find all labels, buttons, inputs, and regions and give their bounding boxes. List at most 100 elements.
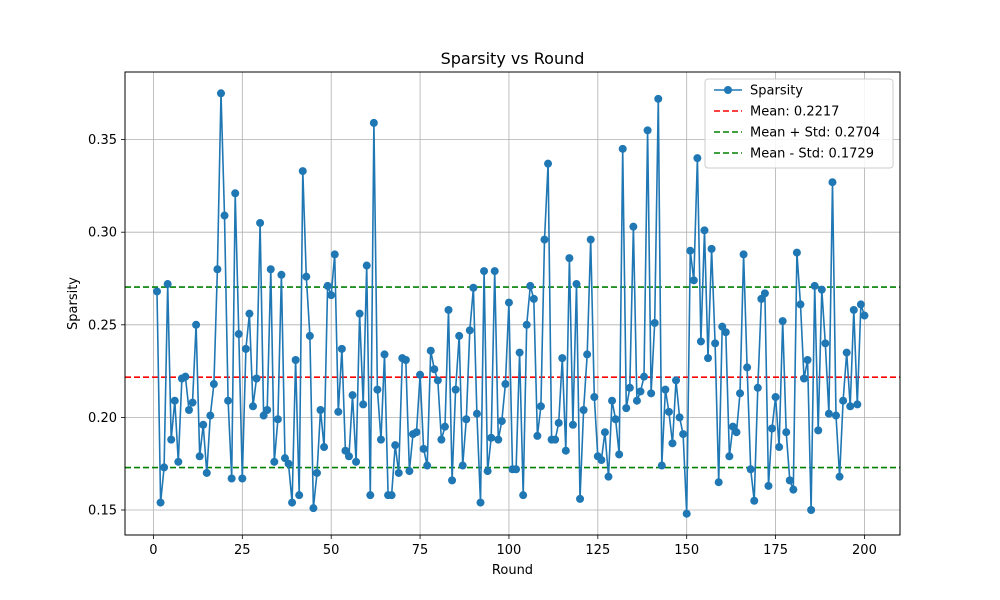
x-tick-label: 175 (763, 543, 788, 558)
data-point (760, 289, 769, 298)
data-point (839, 396, 848, 405)
data-point (199, 420, 208, 429)
data-point (184, 405, 193, 414)
y-axis-label: Sparsity (66, 277, 81, 330)
chart-title: Sparsity vs Round (441, 49, 585, 68)
legend: Sparsity Mean: 0.2217 Mean + Std: 0.2704 Me… (704, 78, 894, 169)
data-point (739, 250, 748, 259)
data-point (352, 457, 361, 466)
data-point (576, 494, 585, 503)
data-point (714, 478, 723, 487)
plot-frame (124, 71, 901, 536)
data-point (419, 444, 428, 453)
data-point (458, 461, 467, 470)
data-point (380, 350, 389, 359)
data-point (579, 405, 588, 414)
data-point (792, 248, 801, 257)
data-point (167, 435, 176, 444)
data-point (568, 420, 577, 429)
data-point (544, 159, 553, 168)
data-point (824, 409, 833, 418)
data-point (650, 318, 659, 327)
data-point (512, 465, 521, 474)
data-point (540, 235, 549, 244)
data-point (860, 311, 869, 320)
data-point (675, 413, 684, 422)
data-point (405, 467, 414, 476)
data-point (743, 363, 752, 372)
data-point (224, 396, 233, 405)
data-point (348, 391, 357, 400)
y-tick-label: 0.20 (88, 411, 117, 426)
data-point (227, 474, 236, 483)
data-point (689, 276, 698, 285)
data-point (764, 481, 773, 490)
data-point (216, 89, 225, 98)
data-point (323, 281, 332, 290)
data-point (551, 435, 560, 444)
data-point (586, 235, 595, 244)
data-point (725, 452, 734, 461)
data-point (832, 411, 841, 420)
data-point (234, 330, 243, 339)
data-point (437, 435, 446, 444)
data-point (451, 385, 460, 394)
data-point (835, 472, 844, 481)
data-point (369, 118, 378, 127)
data-point (529, 294, 538, 303)
data-point (618, 144, 627, 153)
data-point (152, 287, 161, 296)
data-point (213, 265, 222, 274)
data-point (270, 457, 279, 466)
data-point (668, 439, 677, 448)
data-point (746, 465, 755, 474)
data-point (220, 211, 229, 220)
data-point (188, 398, 197, 407)
data-point (771, 393, 780, 402)
data-point (170, 396, 179, 405)
x-tick-label: 25 (234, 543, 251, 558)
x-tick-label: 150 (674, 543, 699, 558)
data-point (433, 376, 442, 385)
data-point (302, 272, 311, 281)
data-point (291, 355, 300, 364)
data-point (391, 441, 400, 450)
data-point (643, 126, 652, 135)
data-point (554, 418, 563, 427)
sparsity-line (156, 93, 866, 514)
data-point (704, 354, 713, 363)
data-point (828, 178, 837, 187)
data-point (583, 350, 592, 359)
data-point (814, 426, 823, 435)
x-tick-label: 100 (497, 543, 522, 558)
data-point (273, 415, 282, 424)
data-point (462, 415, 471, 424)
data-point (682, 509, 691, 518)
data-point (359, 400, 368, 409)
data-point (711, 339, 720, 348)
data-point (625, 383, 634, 392)
data-point (337, 344, 346, 353)
data-point (248, 402, 257, 411)
x-tick-label: 50 (323, 543, 340, 558)
data-point (344, 452, 353, 461)
data-point (590, 393, 599, 402)
data-point (430, 365, 439, 374)
data-point (440, 422, 449, 431)
data-point (849, 305, 858, 314)
data-point (856, 300, 865, 309)
data-point (604, 472, 613, 481)
y-tick-label: 0.15 (88, 503, 117, 518)
legend-marker (724, 86, 732, 94)
data-point (476, 498, 485, 507)
x-tick-label: 200 (852, 543, 877, 558)
data-point (416, 370, 425, 379)
data-point (707, 244, 716, 253)
data-point (664, 407, 673, 416)
data-point (320, 443, 329, 452)
data-point (334, 407, 343, 416)
data-point (515, 348, 524, 357)
data-point (206, 411, 215, 420)
data-point (800, 374, 809, 383)
